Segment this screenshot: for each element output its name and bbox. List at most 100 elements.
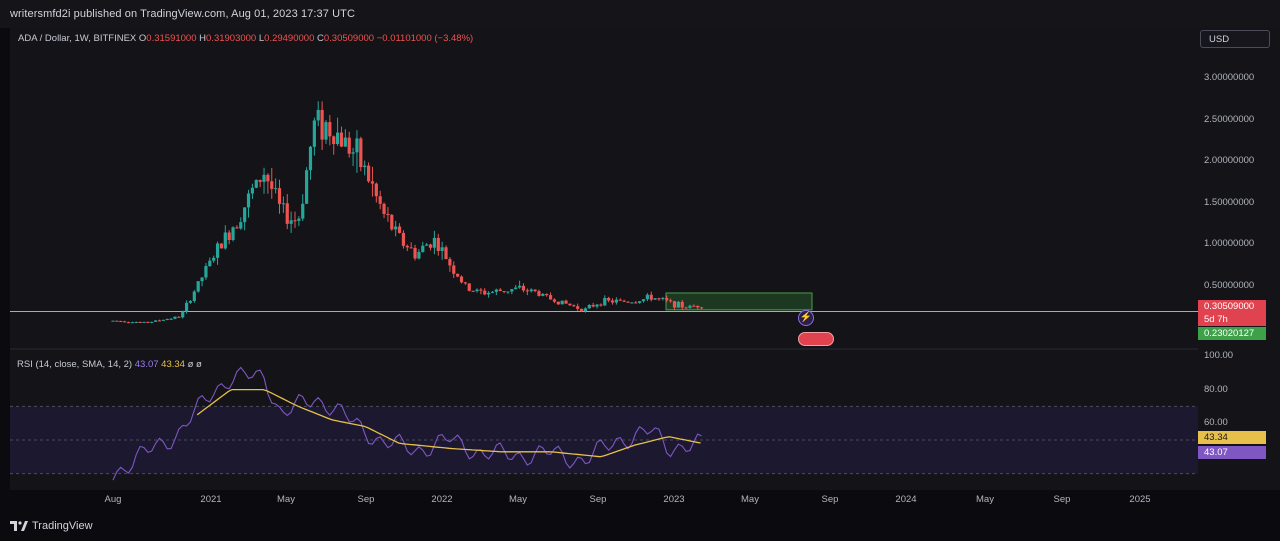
candle-body xyxy=(181,311,185,318)
candle-body xyxy=(374,183,378,197)
candle-body xyxy=(328,122,332,137)
candle-body xyxy=(541,293,545,296)
candle-body xyxy=(370,181,375,184)
publish-info: writersmfd2i published on TradingView.co… xyxy=(10,8,356,20)
candle-body xyxy=(432,237,437,248)
candle-body xyxy=(347,137,351,154)
candle-body xyxy=(463,282,467,284)
rsi-line xyxy=(112,366,702,481)
candle-body xyxy=(111,320,115,322)
candle-body xyxy=(665,298,669,301)
price-tick: 3.00000000 xyxy=(1204,72,1255,83)
candle-body xyxy=(607,297,611,301)
time-tick: Aug xyxy=(104,494,122,505)
candle-body xyxy=(231,227,235,240)
price-scale[interactable] xyxy=(1198,28,1280,490)
candle-body xyxy=(297,218,301,221)
time-tick: 2021 xyxy=(200,494,222,505)
candle-body xyxy=(351,152,355,154)
candle-body xyxy=(556,301,560,305)
currency-button[interactable]: USD xyxy=(1200,30,1270,48)
candle-body xyxy=(119,320,123,322)
candle-body xyxy=(115,320,119,322)
tradingview-brand[interactable]: TradingView xyxy=(10,520,93,532)
us-events-icon[interactable] xyxy=(798,332,834,346)
candle-body xyxy=(428,244,433,248)
candle-body xyxy=(684,307,688,309)
time-tick: Sep xyxy=(357,494,375,505)
candle-body xyxy=(312,120,316,147)
open-label: O xyxy=(138,33,147,44)
candle-body xyxy=(301,203,305,219)
candle-body xyxy=(533,289,537,292)
candle-body xyxy=(672,301,677,308)
candle-body xyxy=(475,289,479,292)
candle-body xyxy=(169,318,173,320)
candle-body xyxy=(382,203,386,214)
candle-body xyxy=(638,301,642,303)
candle-body xyxy=(390,214,394,230)
candle-body xyxy=(502,291,506,293)
candle-body xyxy=(587,304,591,309)
candle-body xyxy=(215,243,220,258)
price-tick: 2.00000000 xyxy=(1204,155,1255,166)
candle-body xyxy=(204,265,208,278)
candle-body xyxy=(409,247,413,249)
time-tick: Sep xyxy=(1053,494,1071,505)
candle-body xyxy=(316,109,320,121)
candle-body xyxy=(572,305,576,307)
candle-body xyxy=(487,292,491,295)
candle-body xyxy=(235,227,239,229)
candle-body xyxy=(270,181,274,189)
candle-body xyxy=(634,302,638,304)
candle-body xyxy=(285,203,289,224)
rsi-ma-badge: 43.34 xyxy=(1198,431,1266,444)
price-tick: 0.50000000 xyxy=(1204,280,1255,291)
symbol-name: ADA / Dollar, 1W, BITFINEX xyxy=(18,33,137,44)
candle-body xyxy=(471,290,475,292)
flash-icon[interactable]: ⚡ xyxy=(798,310,814,326)
candle-body xyxy=(223,232,227,249)
candle-body xyxy=(397,226,402,233)
candle-body xyxy=(568,303,572,306)
time-tick: 2025 xyxy=(1129,494,1151,505)
candle-body xyxy=(653,298,657,300)
candle-body xyxy=(266,174,270,182)
candle-body xyxy=(335,132,340,145)
brand-name: TradingView xyxy=(32,520,93,532)
time-tick: May xyxy=(277,494,295,505)
candle-body xyxy=(126,322,131,324)
candle-body xyxy=(680,301,684,308)
rsi-name: RSI (14, close, SMA, 14, 2) xyxy=(17,359,133,370)
candle-body xyxy=(552,299,557,302)
candle-body xyxy=(657,298,661,300)
candle-body xyxy=(676,301,680,308)
candle-body xyxy=(277,188,282,204)
candle-body xyxy=(498,289,502,292)
candle-body xyxy=(386,213,390,215)
time-tick: 2022 xyxy=(431,494,453,505)
candle-body xyxy=(521,285,526,291)
candle-body xyxy=(618,299,622,301)
high-value: 0.31903000 xyxy=(206,33,257,44)
high-label: H xyxy=(199,33,207,44)
candle-body xyxy=(157,320,162,322)
candle-body xyxy=(630,302,634,304)
rsi-legend: RSI (14, close, SMA, 14, 2) 43.07 43.34 … xyxy=(17,359,202,370)
symbol-legend: ADA / Dollar, 1W, BITFINEX O0.31591000 H… xyxy=(18,33,473,44)
candle-body xyxy=(548,295,553,300)
candle-body xyxy=(165,318,169,320)
candle-body xyxy=(173,316,177,319)
tradingview-logo-icon xyxy=(10,521,28,531)
last-price-badge: 0.30509000 xyxy=(1198,300,1266,313)
candle-body xyxy=(692,305,696,307)
candle-body xyxy=(161,319,165,321)
candle-body xyxy=(289,220,293,224)
time-tick: Sep xyxy=(589,494,607,505)
candle-body xyxy=(196,281,200,292)
candle-body xyxy=(363,165,367,168)
candle-body xyxy=(537,291,541,296)
candle-body xyxy=(436,237,440,251)
candle-body xyxy=(366,165,371,182)
